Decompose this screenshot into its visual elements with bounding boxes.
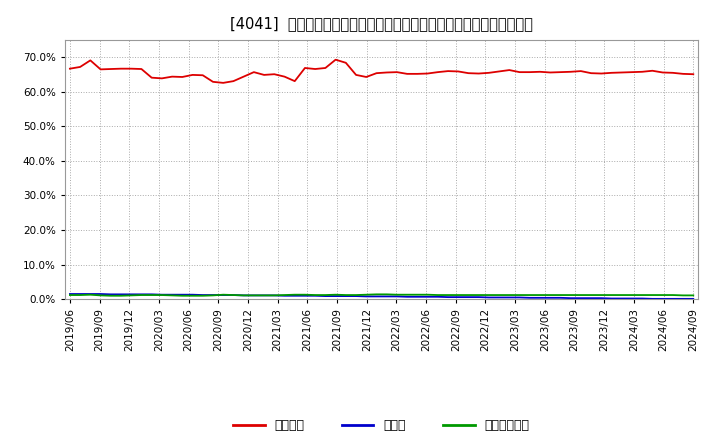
Legend: 自己資本, のれん, 繰延税金資産: 自己資本, のれん, 繰延税金資産 — [228, 414, 535, 437]
自己資本 — [628, 70, 636, 75]
Line: 繰延税金資産: 繰延税金資産 — [70, 294, 693, 296]
自己資本 — [66, 66, 74, 71]
繰延税金資産 — [689, 293, 698, 298]
自己資本 — [188, 72, 197, 77]
自己資本 — [239, 74, 248, 79]
のれん — [188, 292, 197, 297]
のれん — [607, 296, 616, 301]
繰延税金資産 — [372, 292, 381, 297]
のれん — [689, 296, 698, 301]
自己資本 — [331, 57, 340, 62]
繰延税金資産 — [66, 293, 74, 298]
自己資本 — [219, 80, 228, 85]
繰延税金資産 — [464, 293, 473, 298]
繰延税金資産 — [392, 292, 401, 297]
のれん — [229, 293, 238, 298]
繰延税金資産 — [239, 293, 248, 298]
のれん — [648, 296, 657, 301]
のれん — [66, 291, 74, 297]
自己資本 — [689, 72, 698, 77]
自己資本 — [117, 66, 125, 71]
のれん — [444, 294, 452, 300]
繰延税金資産 — [127, 293, 135, 298]
自己資本 — [392, 70, 401, 75]
繰延税金資産 — [107, 293, 115, 298]
のれん — [117, 292, 125, 297]
Title: [4041]  自己資本、のれん、繰延税金資産の総資産に対する比率の推移: [4041] 自己資本、のれん、繰延税金資産の総資産に対する比率の推移 — [230, 16, 533, 32]
Line: のれん: のれん — [70, 294, 693, 299]
Line: 自己資本: 自己資本 — [70, 60, 693, 83]
繰延税金資産 — [199, 293, 207, 298]
のれん — [372, 294, 381, 299]
自己資本 — [464, 70, 473, 76]
繰延税金資産 — [628, 293, 636, 298]
